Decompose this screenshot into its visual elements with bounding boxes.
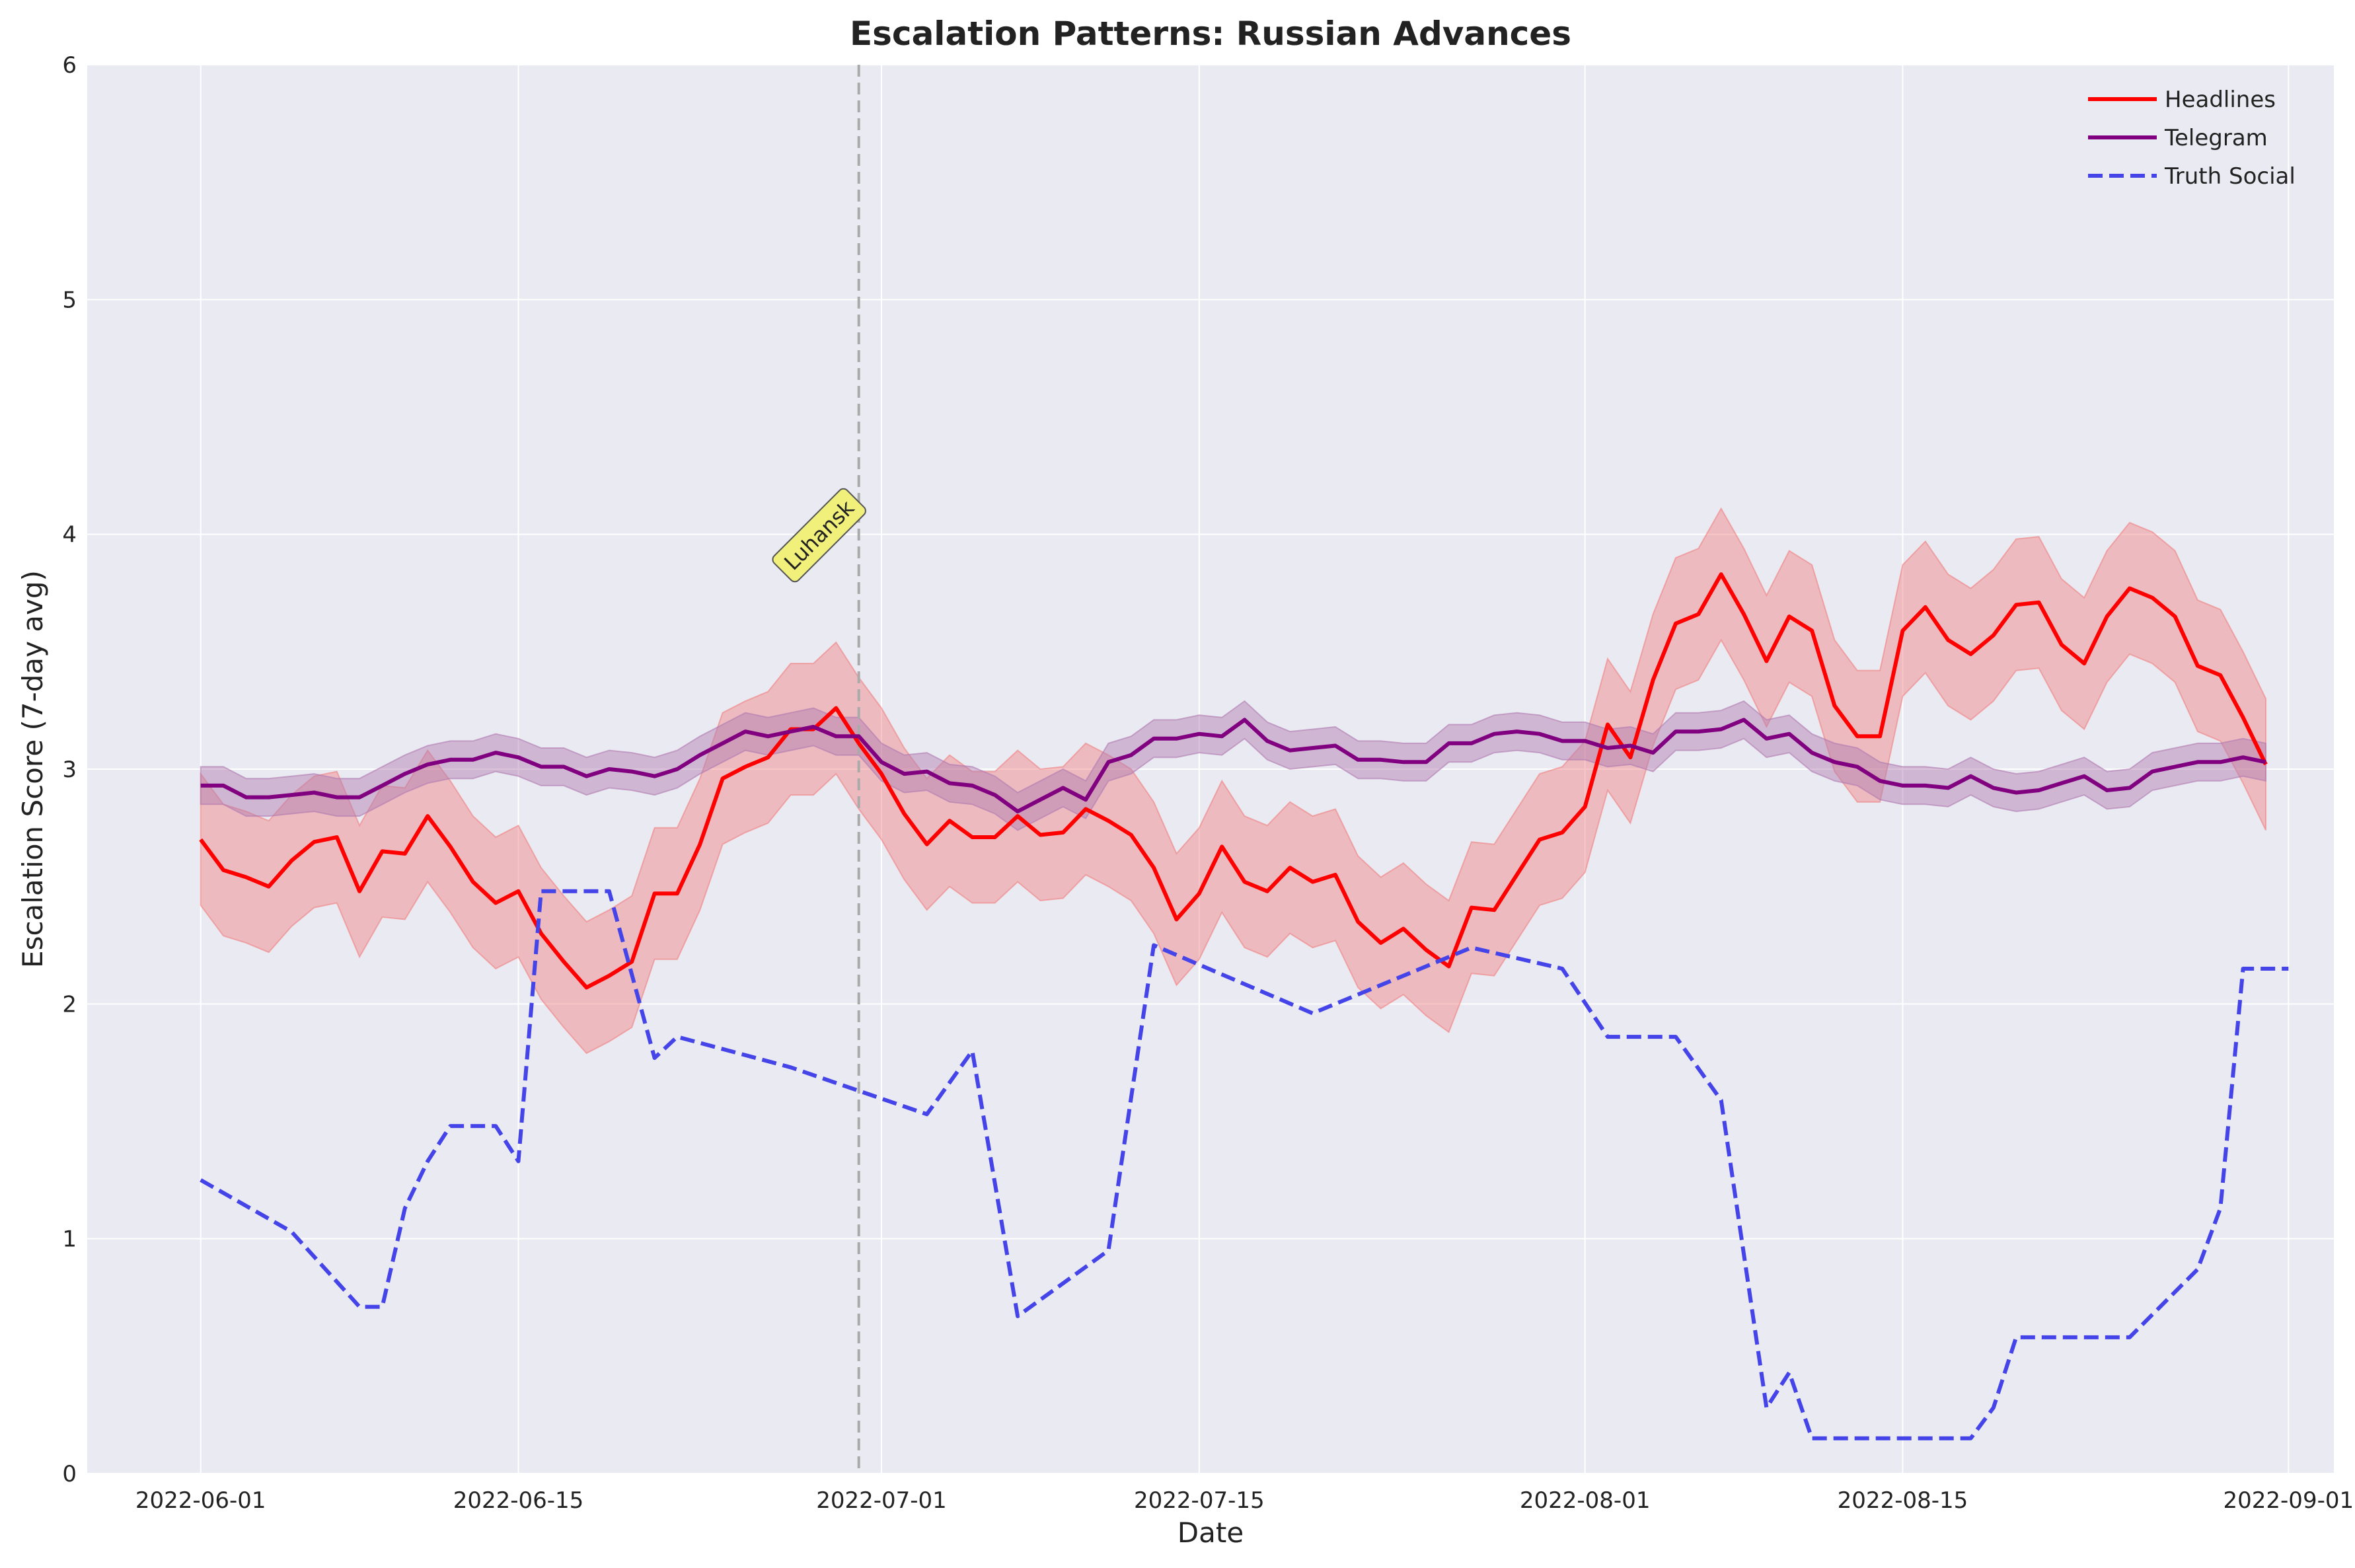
y-axis-label: Escalation Score (7-day avg) xyxy=(17,570,49,968)
y-tick-label: 1 xyxy=(62,1226,77,1253)
x-tick-label: 2022-09-01 xyxy=(2224,1487,2354,1514)
legend-label: Headlines xyxy=(2165,87,2276,113)
confidence-bands xyxy=(200,507,2266,1055)
series-lines xyxy=(199,572,2289,1440)
x-tick-label: 2022-07-15 xyxy=(1134,1487,1265,1514)
y-tick-label: 2 xyxy=(62,991,77,1018)
grid-lines xyxy=(87,64,2334,1474)
annotation-box xyxy=(772,488,866,583)
x-tick-label: 2022-08-01 xyxy=(1520,1487,1651,1514)
legend: Headlines Telegram Truth Social xyxy=(2088,87,2296,190)
x-tick-label: 2022-08-15 xyxy=(1838,1487,1968,1514)
telegram-line xyxy=(200,718,2266,813)
headlines-band xyxy=(200,507,2266,1055)
chart-title: Escalation Patterns: Russian Advances xyxy=(850,15,1571,53)
x-axis-label: Date xyxy=(1178,1516,1244,1549)
y-tick-label: 4 xyxy=(62,522,77,548)
y-tick-label: 5 xyxy=(62,287,77,313)
telegram-band xyxy=(200,700,2266,831)
x-tick-labels: 2022-06-01 2022-06-15 2022-07-01 2022-07-15… xyxy=(135,1487,2354,1514)
x-tick-label: 2022-06-01 xyxy=(135,1487,266,1514)
headlines-line xyxy=(199,572,2268,990)
y-tick-label: 0 xyxy=(62,1461,77,1487)
legend-label: Truth Social xyxy=(2164,163,2296,190)
x-tick-label: 2022-07-01 xyxy=(816,1487,947,1514)
x-tick-label: 2022-06-15 xyxy=(453,1487,584,1514)
truth-social-line xyxy=(200,889,2289,1440)
y-tick-labels: 0 1 2 3 4 5 6 xyxy=(62,52,77,1487)
y-tick-label: 6 xyxy=(62,52,77,79)
y-tick-label: 3 xyxy=(62,757,77,783)
legend-label: Telegram xyxy=(2164,125,2268,151)
